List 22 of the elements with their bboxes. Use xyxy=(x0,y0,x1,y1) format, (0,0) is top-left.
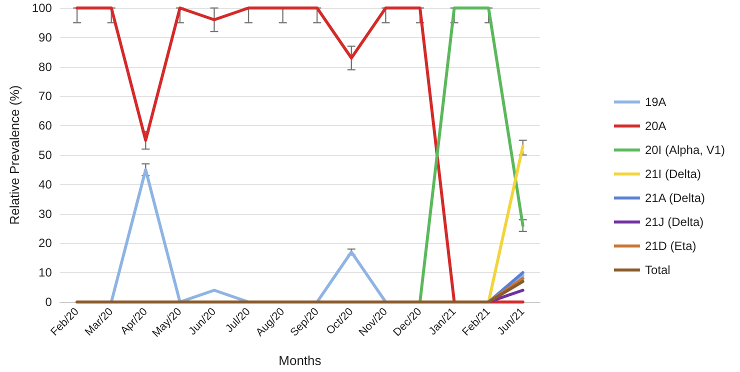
y-tick-label: 50 xyxy=(38,148,52,162)
legend-label: 21I (Delta) xyxy=(644,167,701,181)
y-tick-label: 70 xyxy=(38,89,52,104)
y-tick-label: 100 xyxy=(32,1,52,15)
y-tick-label: 10 xyxy=(38,266,52,280)
y-tick-label: 90 xyxy=(38,30,52,44)
y-axis-title: Relative Prevalence (%) xyxy=(7,85,22,225)
legend-label: Total xyxy=(644,263,670,277)
legend-label: 21J (Delta) xyxy=(644,215,704,229)
y-tick-label: 40 xyxy=(38,177,52,192)
y-tick-label: 80 xyxy=(38,60,52,74)
legend-label: 20A xyxy=(644,119,666,133)
y-tick-label: 60 xyxy=(38,118,52,133)
legend-label: 20I (Alpha, V1) xyxy=(644,143,726,157)
legend-label: 19A xyxy=(644,95,666,109)
legend-label: 21A (Delta) xyxy=(644,191,705,205)
y-tick-label: 0 xyxy=(45,295,52,309)
y-tick-label: 20 xyxy=(38,236,52,250)
x-axis-title: Months xyxy=(278,353,322,368)
line-series xyxy=(76,6,524,304)
legend-label: 21D (Eta) xyxy=(644,239,696,253)
y-tick-label: 30 xyxy=(38,206,52,221)
